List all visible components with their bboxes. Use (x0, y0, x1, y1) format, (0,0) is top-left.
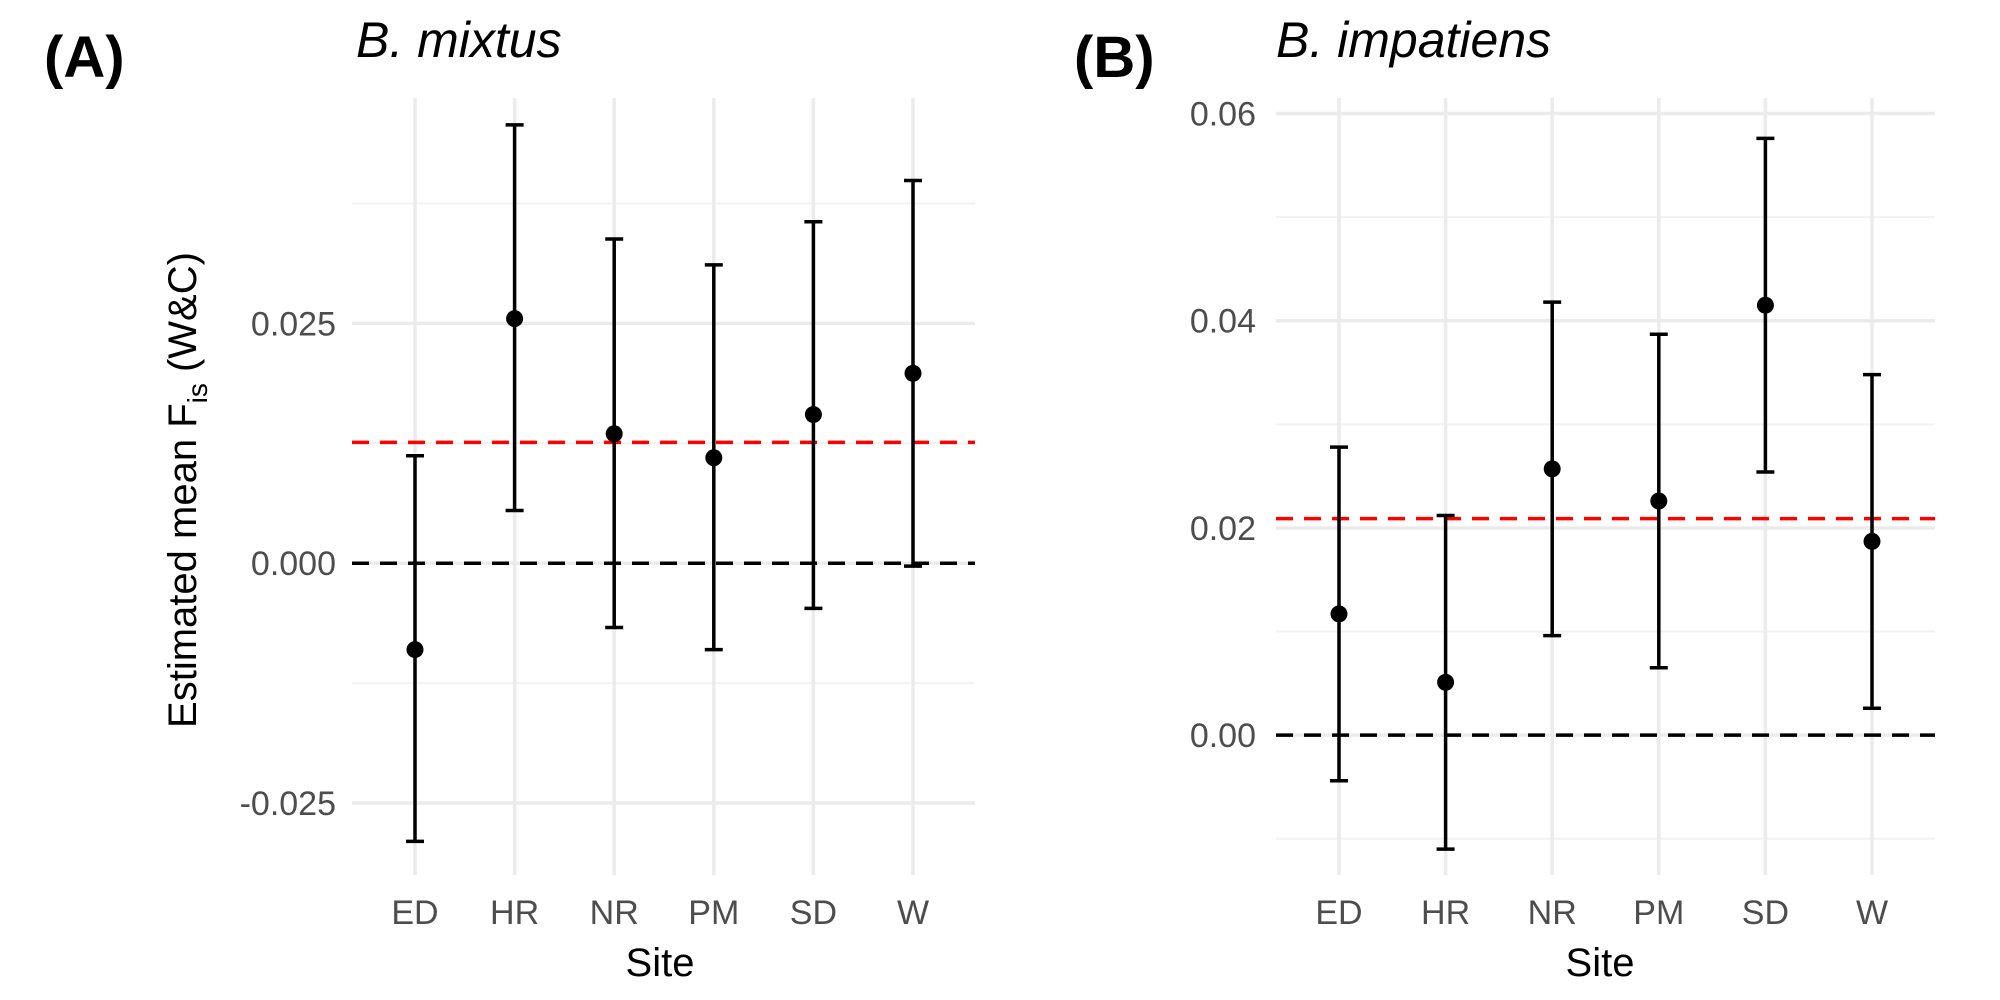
y-tick-label: -0.025 (240, 785, 336, 823)
panel-b-label: (B) (1074, 25, 1155, 90)
panel-a-points (406, 310, 922, 659)
estimate-point (904, 364, 922, 382)
estimate-point (1863, 532, 1881, 550)
panel-a-x-ticks: ED HR NR PM SD W (391, 894, 929, 932)
estimate-point (1650, 492, 1668, 510)
panel-b-x-ticks: ED HR NR PM SD W (1315, 894, 1888, 932)
y-tick-label: 0.00 (1190, 717, 1256, 755)
x-tick-label: HR (490, 894, 539, 932)
panel-a-error-bars (406, 123, 922, 844)
estimate-point (506, 310, 524, 328)
x-tick-label: ED (1315, 894, 1362, 932)
y-tick-label: 0.06 (1190, 96, 1256, 134)
panel-a-grid (352, 98, 975, 875)
estimate-point (605, 425, 623, 443)
x-tick-label: NR (1528, 894, 1577, 932)
panel-b-points (1330, 296, 1881, 691)
y-axis-title: Estimated mean Fis (W&C) (161, 252, 213, 728)
estimate-point (406, 641, 424, 659)
y-axis-title-suffix: (W&C) (161, 252, 205, 383)
estimate-point (1330, 605, 1348, 623)
panel-a-reference-lines (352, 440, 975, 565)
panel-b: (B) B. impatiens 0.00 0.02 0.04 0.06 ED HR NR… (1074, 12, 1935, 985)
y-axis-title-subscript: is (182, 383, 213, 403)
panel-b-grid (1276, 98, 1935, 875)
panel-a-title: B. mixtus (356, 12, 562, 68)
panel-b-title: B. impatiens (1276, 12, 1551, 68)
x-tick-label: W (897, 894, 929, 932)
x-tick-label: W (1856, 894, 1888, 932)
panel-b-error-bars (1330, 136, 1881, 851)
estimate-point (1437, 673, 1455, 691)
panel-a-x-axis-title: Site (626, 941, 695, 985)
estimate-point (1756, 296, 1774, 314)
x-tick-label: NR (590, 894, 639, 932)
estimate-point (1543, 460, 1561, 478)
y-tick-label: 0.04 (1190, 303, 1256, 341)
estimate-point (705, 449, 723, 467)
panel-a-y-ticks: -0.025 0.000 0.025 (240, 305, 336, 823)
panel-b-x-axis-title: Site (1566, 941, 1635, 985)
y-tick-label: 0.02 (1190, 510, 1256, 548)
panel-b-reference-lines (1276, 516, 1935, 737)
y-tick-label: 0.000 (251, 545, 336, 583)
x-tick-label: PM (688, 894, 739, 932)
panel-a-label: (A) (44, 25, 125, 90)
panel-a: (A) B. mixtus -0.025 0.000 0.025 ED HR NR PM S… (44, 12, 975, 985)
panel-b-y-ticks: 0.00 0.02 0.04 0.06 (1190, 96, 1256, 756)
x-tick-label: SD (790, 894, 837, 932)
y-tick-label: 0.025 (251, 305, 336, 343)
x-tick-label: SD (1742, 894, 1789, 932)
estimate-point (804, 406, 822, 424)
x-tick-label: ED (391, 894, 438, 932)
y-axis-title-prefix: Estimated mean F (161, 403, 205, 728)
x-tick-label: HR (1421, 894, 1470, 932)
x-tick-label: PM (1633, 894, 1684, 932)
